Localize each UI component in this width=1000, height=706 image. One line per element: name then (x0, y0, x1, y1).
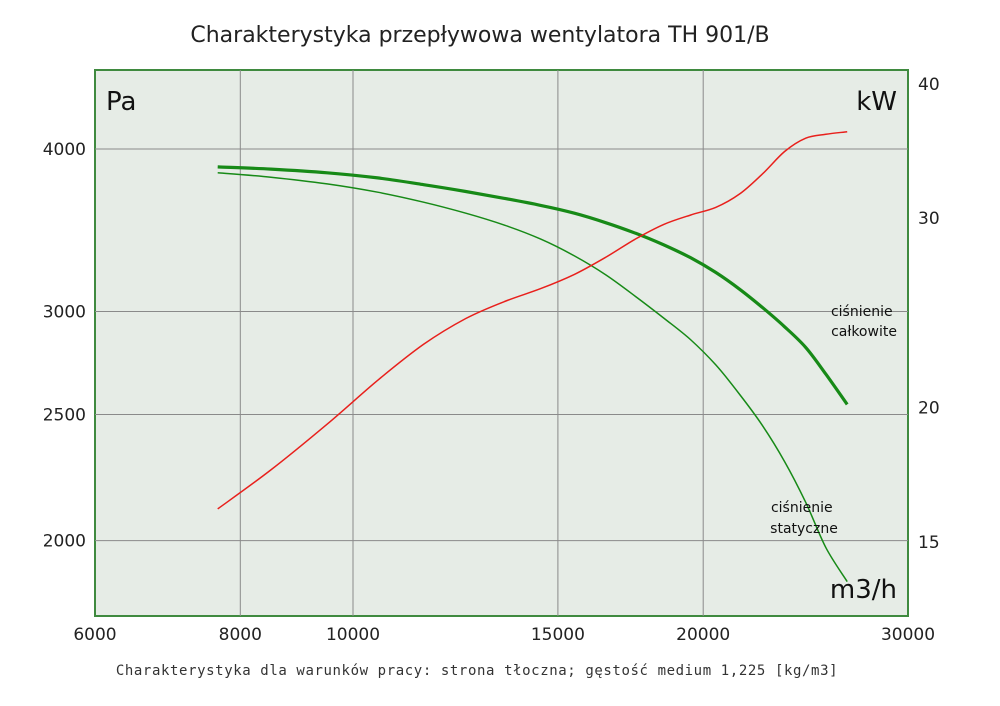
y-right-tick-label-30: 30 (918, 209, 940, 229)
annotation-total-pressure-line2: całkowite (831, 324, 897, 340)
x-tick-labels: 6000 8000 10000 15000 20000 30000 (73, 625, 935, 645)
series-total-pressure-line (217, 165, 849, 406)
chart-subtitle: Charakterystyka dla warunków pracy: stro… (116, 663, 838, 679)
annotation-total-pressure-line1: ciśnienie (831, 304, 893, 320)
y-right-unit-label: kW (856, 87, 897, 117)
gridlines (95, 70, 908, 616)
x-unit-label: m3/h (830, 575, 897, 605)
y-right-tick-label-40: 40 (918, 75, 940, 95)
x-tick-label-8000: 8000 (219, 625, 262, 645)
y-left-tick-label-3000: 3000 (43, 303, 86, 323)
x-tick-label-30000: 30000 (881, 625, 935, 645)
y-left-unit-label: Pa (106, 87, 136, 117)
annotation-total-pressure: ciśnienie całkowite (831, 304, 897, 340)
y-left-tick-label-4000: 4000 (43, 140, 86, 160)
y-right-tick-label-20: 20 (918, 399, 940, 419)
chart-title: Charakterystyka przepływowa wentylatora … (190, 23, 769, 48)
y-right-tick-labels: 15 20 30 40 (918, 75, 940, 553)
y-left-tick-label-2000: 2000 (43, 532, 86, 552)
x-tick-label-15000: 15000 (531, 625, 585, 645)
plot-background (94, 69, 909, 617)
y-right-tick-label-15: 15 (918, 533, 940, 553)
annotation-static-pressure-line2: statyczne (770, 521, 838, 537)
series-power-line (217, 130, 848, 510)
annotation-static-pressure-line1: ciśnienie (771, 500, 833, 516)
x-tick-label-6000: 6000 (73, 625, 116, 645)
series-group (217, 130, 849, 582)
y-left-tick-labels: 2000 2500 3000 4000 (43, 140, 86, 552)
x-tick-label-20000: 20000 (676, 625, 730, 645)
y-left-tick-label-2500: 2500 (43, 406, 86, 426)
series-static-pressure-line (217, 172, 848, 582)
annotation-static-pressure: ciśnienie statyczne (770, 500, 838, 537)
x-tick-label-10000: 10000 (326, 625, 380, 645)
